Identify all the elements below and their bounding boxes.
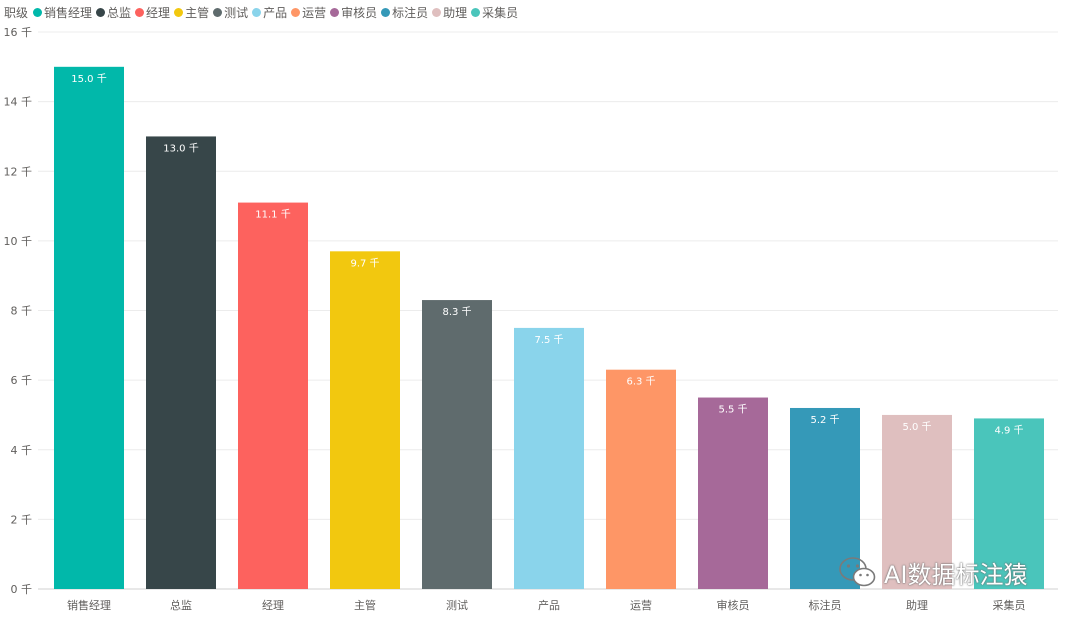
legend-label: 助理 [443, 5, 468, 20]
legend-item[interactable]: 标注员 [381, 4, 428, 21]
wechat-icon [839, 557, 876, 587]
legend-item[interactable]: 总监 [96, 4, 131, 21]
legend-item[interactable]: 销售经理 [33, 4, 92, 21]
bar[interactable] [330, 251, 400, 589]
y-tick-label: 14 千 [4, 96, 33, 109]
bar[interactable] [974, 418, 1044, 589]
data-label: 9.7 千 [350, 257, 379, 269]
legend-marker [432, 7, 442, 17]
x-tick-label: 标注员 [809, 598, 842, 612]
legend-marker [471, 7, 481, 17]
data-label: 5.0 千 [902, 421, 931, 433]
bar[interactable] [146, 136, 216, 589]
legend-title: 职级 [4, 5, 29, 20]
legend-item[interactable]: 助理 [432, 4, 467, 21]
legend-item[interactable]: 经理 [135, 4, 170, 21]
bar[interactable] [882, 414, 952, 589]
y-tick-label: 12 千 [4, 165, 33, 178]
legend-marker [291, 7, 301, 17]
bar[interactable] [422, 300, 492, 589]
legend-item[interactable]: 审核员 [330, 4, 377, 21]
legend-marker [96, 7, 106, 17]
legend-label: 运营 [302, 5, 327, 20]
bar[interactable] [514, 327, 584, 589]
data-label: 8.3 千 [442, 306, 471, 318]
x-tick-label: 采集员 [993, 598, 1026, 612]
data-label: 7.5 千 [534, 334, 563, 346]
legend-item[interactable]: 产品 [252, 4, 287, 21]
legend-label: 产品 [263, 5, 288, 20]
y-tick-label: 8 千 [11, 305, 33, 318]
data-label: 5.5 千 [718, 404, 747, 416]
data-label: 6.3 千 [626, 376, 655, 388]
legend-label: 标注员 [392, 5, 429, 20]
legend-label: 主管 [185, 5, 210, 20]
x-tick-label: 销售经理 [67, 598, 111, 612]
legend-item[interactable]: 主管 [174, 4, 209, 21]
y-tick-label: 6 千 [11, 374, 33, 387]
x-tick-label: 运营 [630, 598, 652, 612]
legend-label: 经理 [146, 5, 171, 20]
legend-item[interactable]: 运营 [291, 4, 326, 21]
y-tick-label: 4 千 [11, 444, 33, 457]
x-tick-label: 经理 [262, 599, 284, 612]
bar[interactable] [54, 66, 124, 589]
data-label: 11.1 千 [255, 209, 290, 221]
legend-marker [33, 7, 43, 17]
x-tick-label: 助理 [906, 598, 928, 612]
legend-label: 测试 [224, 5, 249, 20]
legend-marker [135, 7, 145, 17]
legend-label: 总监 [107, 5, 132, 20]
x-tick-label: 主管 [354, 598, 376, 612]
legend-label: 采集员 [482, 5, 519, 20]
y-tick-label: 10 千 [4, 235, 33, 248]
legend-label: 审核员 [341, 5, 378, 20]
legend-marker [174, 7, 184, 17]
legend-marker [252, 7, 262, 17]
watermark-text: AI数据标注猿 [884, 560, 1028, 589]
data-label: 4.9 千 [994, 424, 1023, 436]
bar[interactable] [606, 369, 676, 589]
data-label: 5.2 千 [810, 414, 839, 426]
bar[interactable] [698, 397, 768, 589]
x-tick-label: 产品 [538, 598, 560, 612]
y-tick-label: 2 千 [11, 513, 33, 526]
y-tick-label: 16 千 [4, 26, 33, 39]
x-tick-label: 测试 [446, 599, 468, 612]
legend: 职级 销售经理 总监 经理 主管 测试 产品 运营 审核员 标注员 助理 采集员 [4, 3, 522, 21]
legend-marker [381, 7, 391, 17]
legend-marker [330, 7, 340, 17]
data-label: 13.0 千 [163, 142, 198, 154]
y-tick-label: 0 千 [11, 583, 33, 596]
legend-item[interactable]: 测试 [213, 4, 248, 21]
x-tick-label: 审核员 [717, 598, 750, 612]
bar[interactable] [238, 202, 308, 590]
legend-marker [213, 7, 223, 17]
x-tick-label: 总监 [170, 598, 192, 612]
watermark: AI数据标注猿 [838, 552, 1028, 592]
legend-item[interactable]: 采集员 [471, 4, 518, 21]
legend-label: 销售经理 [44, 5, 93, 20]
data-label: 15.0 千 [71, 73, 106, 85]
